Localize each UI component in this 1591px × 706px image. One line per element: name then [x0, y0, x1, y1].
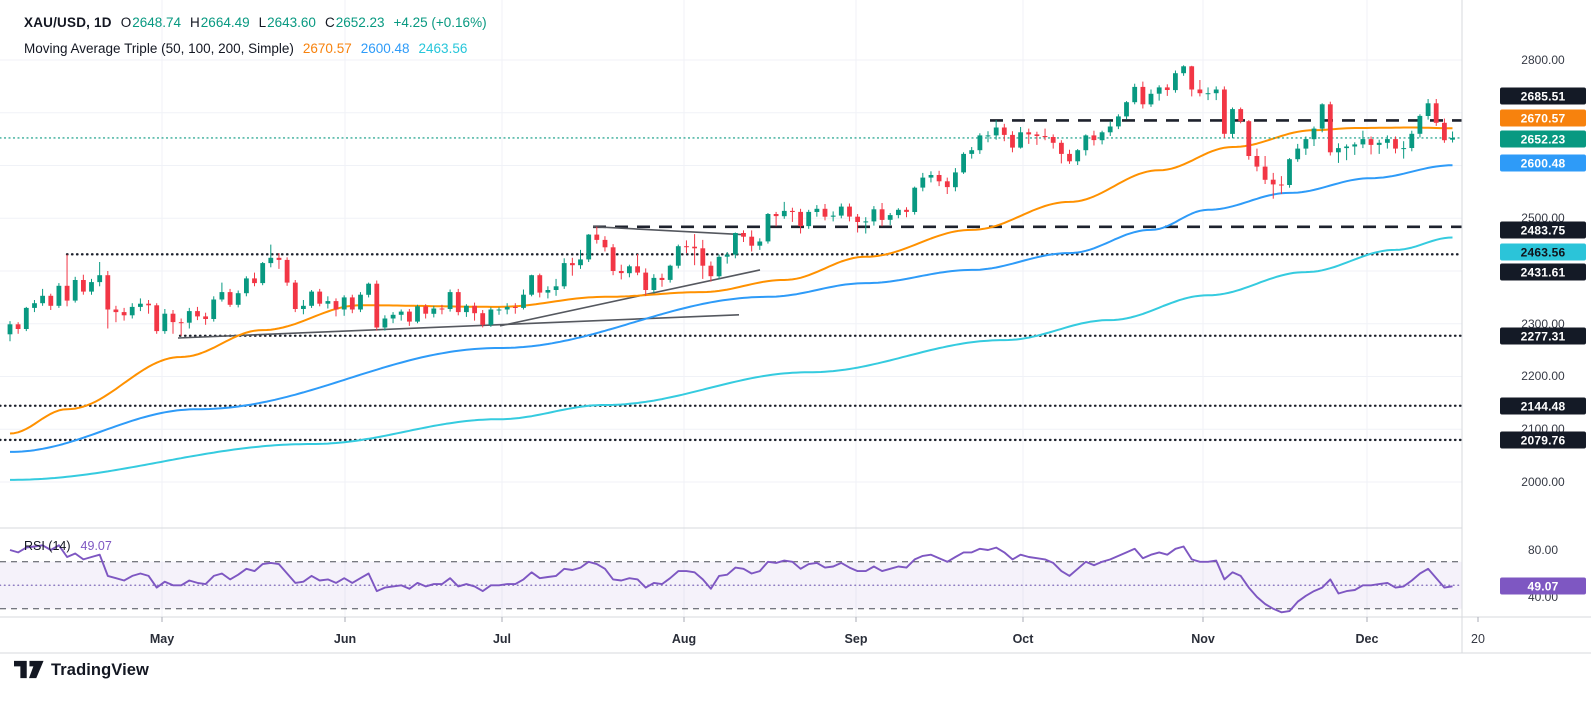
price-badge: 2144.48 — [1500, 397, 1586, 415]
symbol-title: XAU/USD, 1D — [24, 15, 112, 30]
rsi-value: 49.07 — [80, 539, 112, 553]
rsi-badge: 49.07 — [1500, 577, 1586, 595]
watermark-label: TradingView — [51, 660, 149, 679]
price-badge: 2277.31 — [1500, 327, 1586, 345]
price-badge: 2483.75 — [1500, 221, 1586, 239]
time-axis-label: May — [149, 632, 175, 646]
time-axis-label: Dec — [1355, 632, 1379, 646]
time-axis-label: Oct — [1012, 632, 1034, 646]
ma50-value: 2670.57 — [302, 41, 352, 56]
tradingview-watermark[interactable]: TradingView — [14, 660, 149, 680]
time-axis-label: Nov — [1191, 632, 1215, 646]
price-badge: 2463.56 — [1500, 243, 1586, 261]
price-badge: 2670.57 — [1500, 109, 1586, 127]
open-value: O 2648.74 — [120, 15, 182, 30]
price-badge: 2652.23 — [1500, 130, 1586, 148]
ma-indicator-title: Moving Average Triple (50, 100, 200, Sim… — [24, 41, 294, 56]
price-axis-label: 2800.00 — [1521, 53, 1565, 67]
price-badge: 2685.51 — [1500, 87, 1586, 105]
low-value: L 2643.60 — [258, 15, 316, 30]
symbol-legend-row[interactable]: XAU/USD, 1D O 2648.74 H 2664.49 L 2643.60 C… — [24, 15, 487, 30]
ma200-value: 2463.56 — [418, 41, 468, 56]
rsi-indicator-title: RSI (14) — [24, 539, 71, 553]
close-value: C 2652.23 — [324, 15, 385, 30]
time-axis-label: 20 — [1471, 632, 1485, 646]
change-value: +4.25 (+0.16%) — [393, 15, 487, 30]
rsi-axis-label: 80.00 — [1527, 543, 1559, 557]
price-badge: 2431.61 — [1500, 263, 1586, 281]
price-badge: 2600.48 — [1500, 154, 1586, 172]
time-axis-label: Jun — [333, 632, 357, 646]
rsi-indicator-legend-row[interactable]: RSI (14) 49.07 — [24, 539, 112, 553]
tradingview-logo-icon — [14, 660, 44, 679]
time-axis-label: Aug — [671, 632, 697, 646]
time-axis-label: Jul — [492, 632, 512, 646]
price-axis-label: 2200.00 — [1521, 369, 1565, 383]
ma-indicator-legend-row[interactable]: Moving Average Triple (50, 100, 200, Sim… — [24, 41, 467, 56]
time-axis[interactable] — [0, 617, 1591, 653]
time-axis-label: Sep — [844, 632, 868, 646]
price-badge: 2079.76 — [1500, 431, 1586, 449]
price-axis-label: 2000.00 — [1521, 475, 1565, 489]
high-value: H 2664.49 — [190, 15, 250, 30]
ma100-value: 2600.48 — [360, 41, 410, 56]
